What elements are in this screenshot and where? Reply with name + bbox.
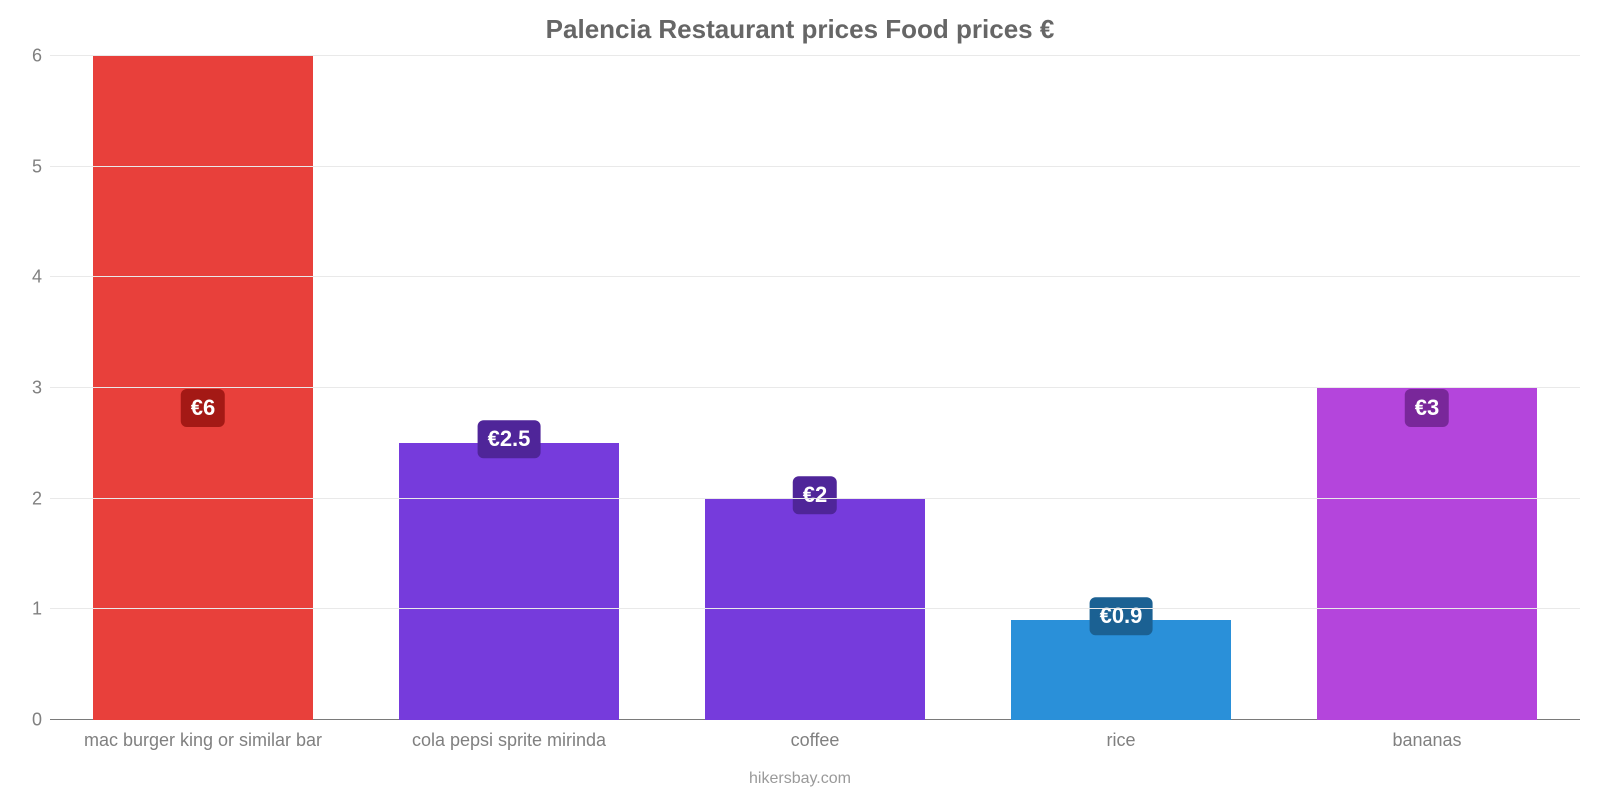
bar-slot: €2.5cola pepsi sprite mirinda	[356, 56, 662, 720]
value-badge: €2	[793, 476, 837, 514]
chart-title: Palencia Restaurant prices Food prices €	[0, 14, 1600, 45]
gridline	[50, 166, 1580, 167]
y-tick-label: 0	[2, 710, 42, 731]
x-tick-label: mac burger king or similar bar	[50, 730, 356, 751]
bar-slot: €3bananas	[1274, 56, 1580, 720]
y-tick-label: 3	[2, 378, 42, 399]
plot-area: €6mac burger king or similar bar€2.5cola…	[50, 56, 1580, 720]
x-tick-label: rice	[968, 730, 1274, 751]
bars-group: €6mac burger king or similar bar€2.5cola…	[50, 56, 1580, 720]
gridline	[50, 276, 1580, 277]
attribution-text: hikersbay.com	[0, 770, 1600, 788]
y-tick-label: 5	[2, 156, 42, 177]
value-badge: €2.5	[478, 421, 541, 459]
value-badge: €6	[181, 389, 225, 427]
chart-container: Palencia Restaurant prices Food prices €…	[0, 0, 1600, 800]
y-tick-label: 4	[2, 267, 42, 288]
x-tick-label: bananas	[1274, 730, 1580, 751]
x-tick-label: coffee	[662, 730, 968, 751]
gridline	[50, 55, 1580, 56]
gridline	[50, 498, 1580, 499]
x-tick-label: cola pepsi sprite mirinda	[356, 730, 662, 751]
value-badge: €0.9	[1090, 598, 1153, 636]
y-tick-label: 1	[2, 599, 42, 620]
bar-slot: €6mac burger king or similar bar	[50, 56, 356, 720]
bar	[399, 443, 619, 720]
y-tick-label: 2	[2, 488, 42, 509]
value-badge: €3	[1405, 389, 1449, 427]
bar-slot: €2coffee	[662, 56, 968, 720]
bar-slot: €0.9rice	[968, 56, 1274, 720]
y-tick-label: 6	[2, 46, 42, 67]
bar	[1317, 388, 1537, 720]
gridline	[50, 387, 1580, 388]
gridline	[50, 608, 1580, 609]
